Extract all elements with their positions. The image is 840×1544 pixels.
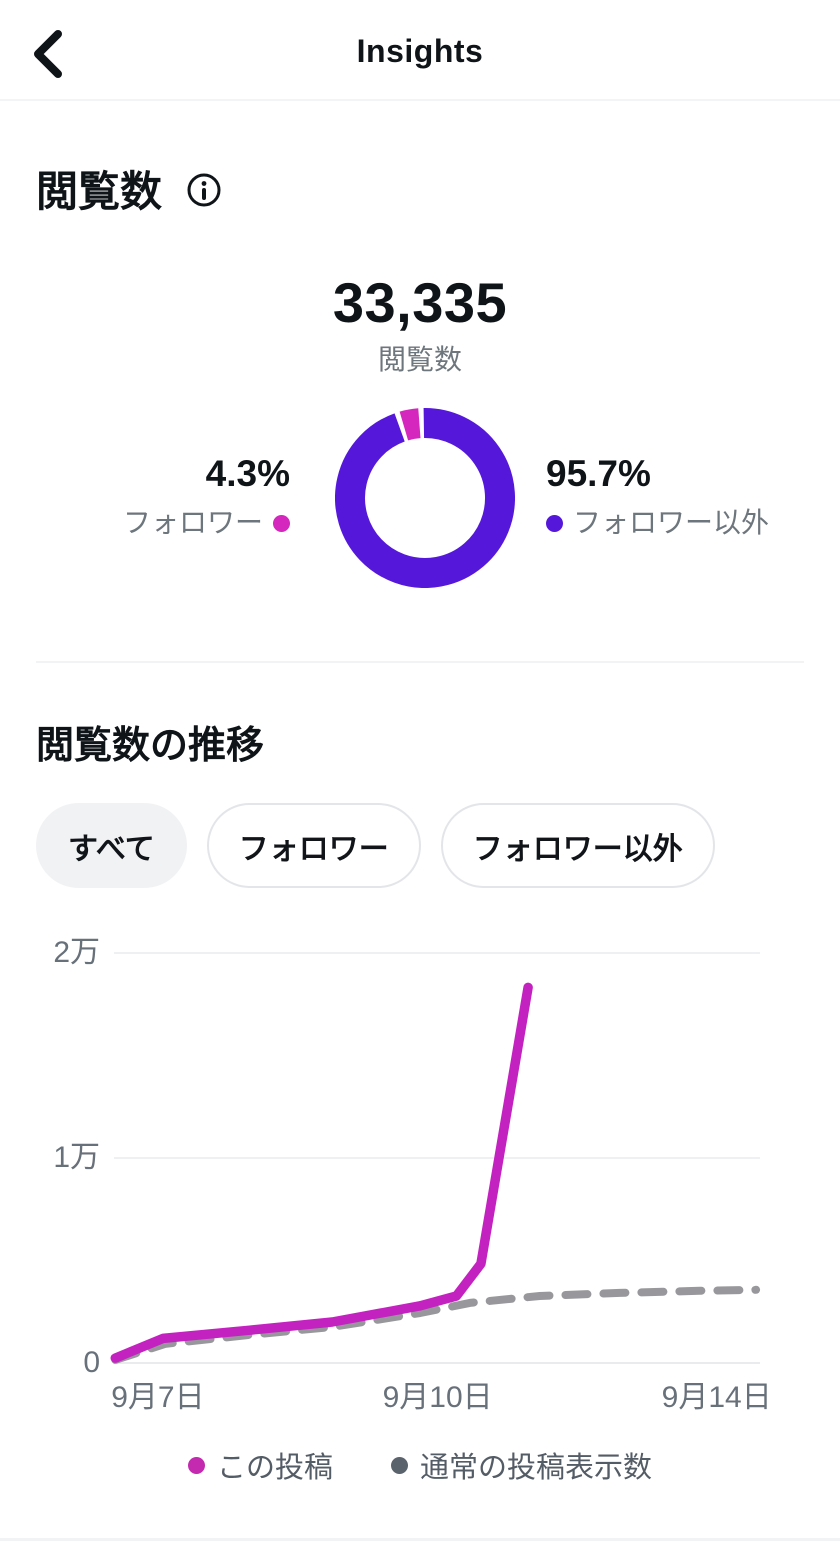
- donut-segment-non-follower: [335, 408, 515, 588]
- non-follower-pct: 95.7%: [546, 453, 651, 494]
- views-total: 33,335: [332, 271, 508, 334]
- filter-pill-1[interactable]: フォロワー: [206, 803, 421, 888]
- non-follower-share: 95.7% フォロワー以外: [546, 452, 769, 540]
- section-divider: [36, 661, 804, 663]
- typical-posts-dot-icon: [391, 1456, 408, 1474]
- legend-label: 通常の投稿表示数: [420, 1452, 653, 1484]
- legend-item-typical-posts: 通常の投稿表示数: [391, 1444, 652, 1486]
- views-section-title: 閲覧数: [36, 168, 163, 215]
- y-axis-tick-label: 0: [83, 1346, 100, 1379]
- y-axis-tick-label: 1万: [53, 1141, 100, 1174]
- series-solid: [110, 982, 533, 1363]
- filter-pill-2[interactable]: フォロワー以外: [440, 803, 715, 888]
- follower-share: 4.3% フォロワー: [123, 452, 290, 540]
- x-axis-tick-label: 9月10日: [382, 1381, 493, 1414]
- trend-section-title: 閲覧数の推移: [36, 725, 265, 767]
- chart-legend: この投稿 通常の投稿表示数: [0, 1444, 840, 1486]
- x-axis-tick-label: 9月7日: [111, 1381, 205, 1414]
- views-total-label: 閲覧数: [377, 344, 462, 375]
- non-follower-label: フォロワー以外: [573, 507, 770, 538]
- chevron-left-icon: [34, 30, 62, 78]
- legend-label: この投稿: [216, 1452, 333, 1484]
- back-button[interactable]: [22, 26, 78, 82]
- this-post-dot-icon: [187, 1456, 205, 1474]
- filter-pill-0[interactable]: すべて: [36, 803, 187, 888]
- follower-pct: 4.3%: [205, 453, 290, 494]
- follower-dot-icon: [273, 514, 290, 532]
- follower-label: フォロワー: [122, 507, 263, 538]
- filter-pill-group: すべて フォロワー フォロワー以外: [36, 803, 715, 888]
- header-divider: [0, 99, 840, 101]
- donut-segment-follower: [399, 408, 421, 441]
- series-dashed: [111, 1285, 761, 1364]
- legend-item-this-post: この投稿: [187, 1444, 333, 1486]
- page-title: Insights: [356, 33, 484, 69]
- views-donut-chart: [335, 408, 515, 588]
- bottom-divider: [0, 1538, 840, 1541]
- header: Insights: [0, 0, 840, 101]
- y-axis-tick-label: 2万: [53, 936, 100, 969]
- trend-line-chart: [110, 952, 761, 1364]
- non-follower-dot-icon: [546, 514, 563, 532]
- x-axis-tick-label: 9月14日: [661, 1381, 772, 1414]
- info-icon[interactable]: [186, 172, 222, 208]
